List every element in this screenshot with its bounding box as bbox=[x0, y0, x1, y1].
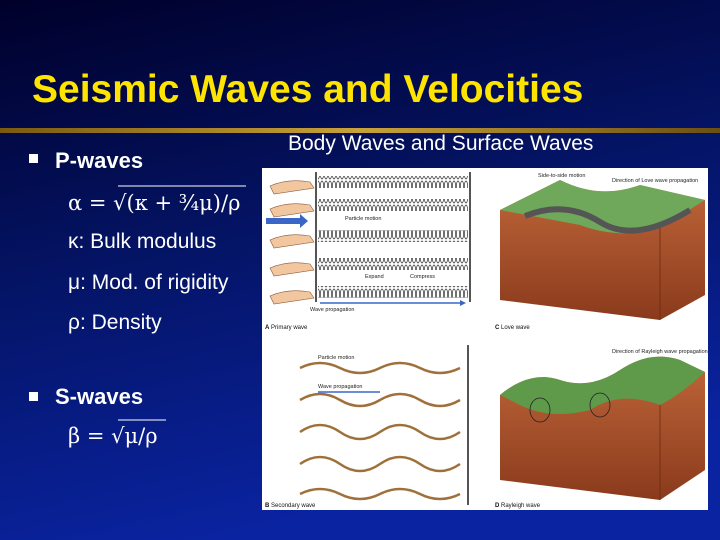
panel-caption: B Secondary wave bbox=[265, 503, 316, 509]
formula-prefix: β = bbox=[68, 424, 111, 448]
annotation: Wave propagation bbox=[318, 384, 362, 390]
rayleigh-wave-illustration bbox=[500, 356, 705, 500]
annotation: Side-to-side motion bbox=[538, 173, 585, 179]
radicand: (κ + ¾μ)/ρ bbox=[127, 191, 241, 215]
divider bbox=[0, 128, 720, 133]
figure: Particle motion Expand Compress Wave pro… bbox=[262, 168, 708, 510]
annotation: Direction of Rayleigh wave propagation bbox=[612, 349, 708, 355]
text-line: κ: Bulk modulus bbox=[68, 230, 216, 253]
panel-caption-text: Rayleigh wave bbox=[501, 503, 541, 509]
panel-caption-text: Primary wave bbox=[271, 325, 308, 331]
annotation: Expand bbox=[365, 274, 384, 280]
panel-caption: C Love wave bbox=[495, 325, 530, 331]
secondary-wave-illustration bbox=[299, 345, 469, 505]
annotation: Wave propagation bbox=[310, 307, 354, 313]
panel-label: C bbox=[495, 325, 500, 331]
annotation: Particle motion bbox=[345, 216, 381, 222]
formula: α = √(κ + ¾μ)/ρ bbox=[68, 191, 240, 215]
text-line: μ: Mod. of rigidity bbox=[68, 271, 229, 294]
radical: √ bbox=[113, 191, 127, 215]
panel-caption-text: Love wave bbox=[501, 325, 530, 331]
panel-caption-text: Secondary wave bbox=[271, 503, 316, 509]
slide-title: Seismic Waves and Velocities bbox=[32, 68, 583, 111]
annotation: Compress bbox=[410, 274, 435, 280]
bullet-heading: S-waves bbox=[55, 384, 143, 409]
panel-caption: A Primary wave bbox=[265, 325, 308, 331]
bullet bbox=[29, 154, 38, 163]
panel-label: D bbox=[495, 503, 500, 509]
primary-wave-illustration bbox=[266, 172, 471, 306]
love-wave-illustration bbox=[500, 180, 705, 320]
figure-title: Body Waves and Surface Waves bbox=[288, 132, 593, 155]
annotation: Direction of Love wave propagation bbox=[612, 178, 698, 184]
panel-label: B bbox=[265, 503, 270, 509]
radicand: μ/ρ bbox=[124, 424, 157, 448]
bullet bbox=[29, 392, 38, 401]
panel-caption: D Rayleigh wave bbox=[495, 503, 541, 509]
annotation: Particle motion bbox=[318, 355, 354, 361]
formula-prefix: α = bbox=[68, 191, 113, 215]
bullet-heading: P-waves bbox=[55, 148, 143, 173]
text-line: ρ: Density bbox=[68, 311, 162, 334]
panel-label: A bbox=[265, 325, 270, 331]
radical: √ bbox=[111, 424, 125, 448]
formula: β = √μ/ρ bbox=[68, 424, 158, 448]
